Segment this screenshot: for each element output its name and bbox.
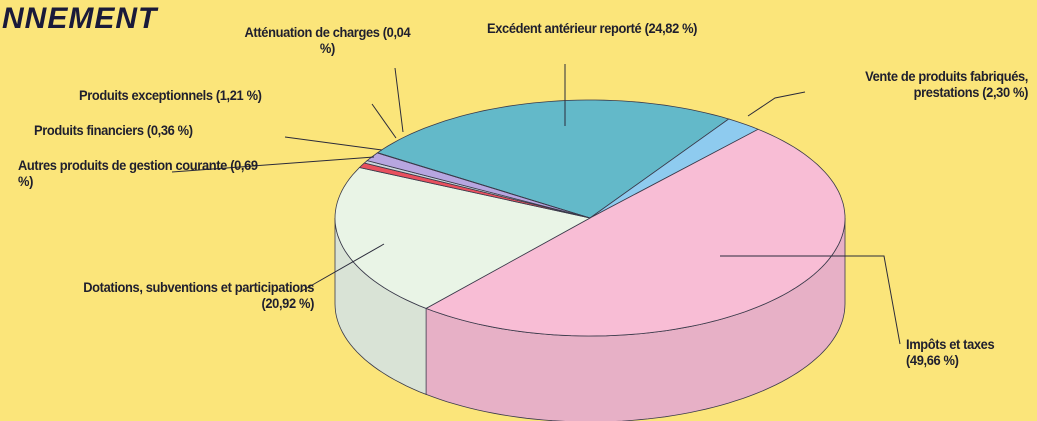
value-label: (0,36 %) — [146, 122, 193, 138]
slice-label: Excédent antérieur reporté (24,82 %) — [487, 20, 699, 36]
category-label: Dotations, subventions et participations — [83, 279, 314, 295]
slice-label: Impôts et taxes (49,66 %) — [906, 336, 1026, 368]
leader-lines — [171, 64, 901, 345]
category-label: Autres produits de gestion courante — [18, 157, 227, 173]
pie — [334, 99, 846, 421]
leader-line — [284, 136, 383, 151]
value-label: (0,69 %) — [18, 157, 258, 189]
leader-line — [299, 243, 385, 293]
slice-label: Produits exceptionnels (1,21 %) — [79, 87, 355, 103]
category-label: Impôts et taxes — [906, 336, 995, 352]
slice-label: Atténuation de charges (0,04 %) — [240, 24, 415, 56]
category-label: Atténuation de charges — [244, 24, 380, 40]
category-label: Vente de produits fabriqués, prestations — [865, 68, 1028, 100]
value-label: (2,30 %) — [982, 84, 1028, 100]
pie-slice — [334, 167, 592, 309]
slice-label: Produits financiers (0,36 %) — [34, 122, 273, 138]
chart-title: NNEMENT — [2, 2, 158, 35]
slice-label: Dotations, subventions et participations… — [80, 279, 314, 311]
value-label: (24,82 %) — [644, 20, 698, 36]
pie-slice — [425, 128, 846, 337]
slice-label: Vente de produits fabriqués, prestations… — [800, 68, 1028, 100]
value-label: (49,66 %) — [906, 352, 959, 368]
leader-line — [394, 67, 404, 133]
category-label: Excédent antérieur reporté — [487, 20, 642, 36]
value-label: (0,04 %) — [319, 24, 411, 56]
pie-slice — [376, 152, 591, 219]
leader-line — [171, 156, 375, 173]
value-label: (1,21 %) — [215, 87, 262, 103]
pie-slice — [589, 118, 760, 219]
leader-line — [720, 255, 901, 345]
leader-line — [371, 103, 397, 139]
category-label: Produits financiers — [34, 122, 144, 138]
leader-line — [747, 91, 806, 117]
slice-label: Autres produits de gestion courante (0,6… — [18, 157, 259, 189]
pie-slice — [376, 99, 730, 219]
category-label: Produits exceptionnels — [79, 87, 213, 103]
value-label: (20,92 %) — [261, 295, 314, 311]
